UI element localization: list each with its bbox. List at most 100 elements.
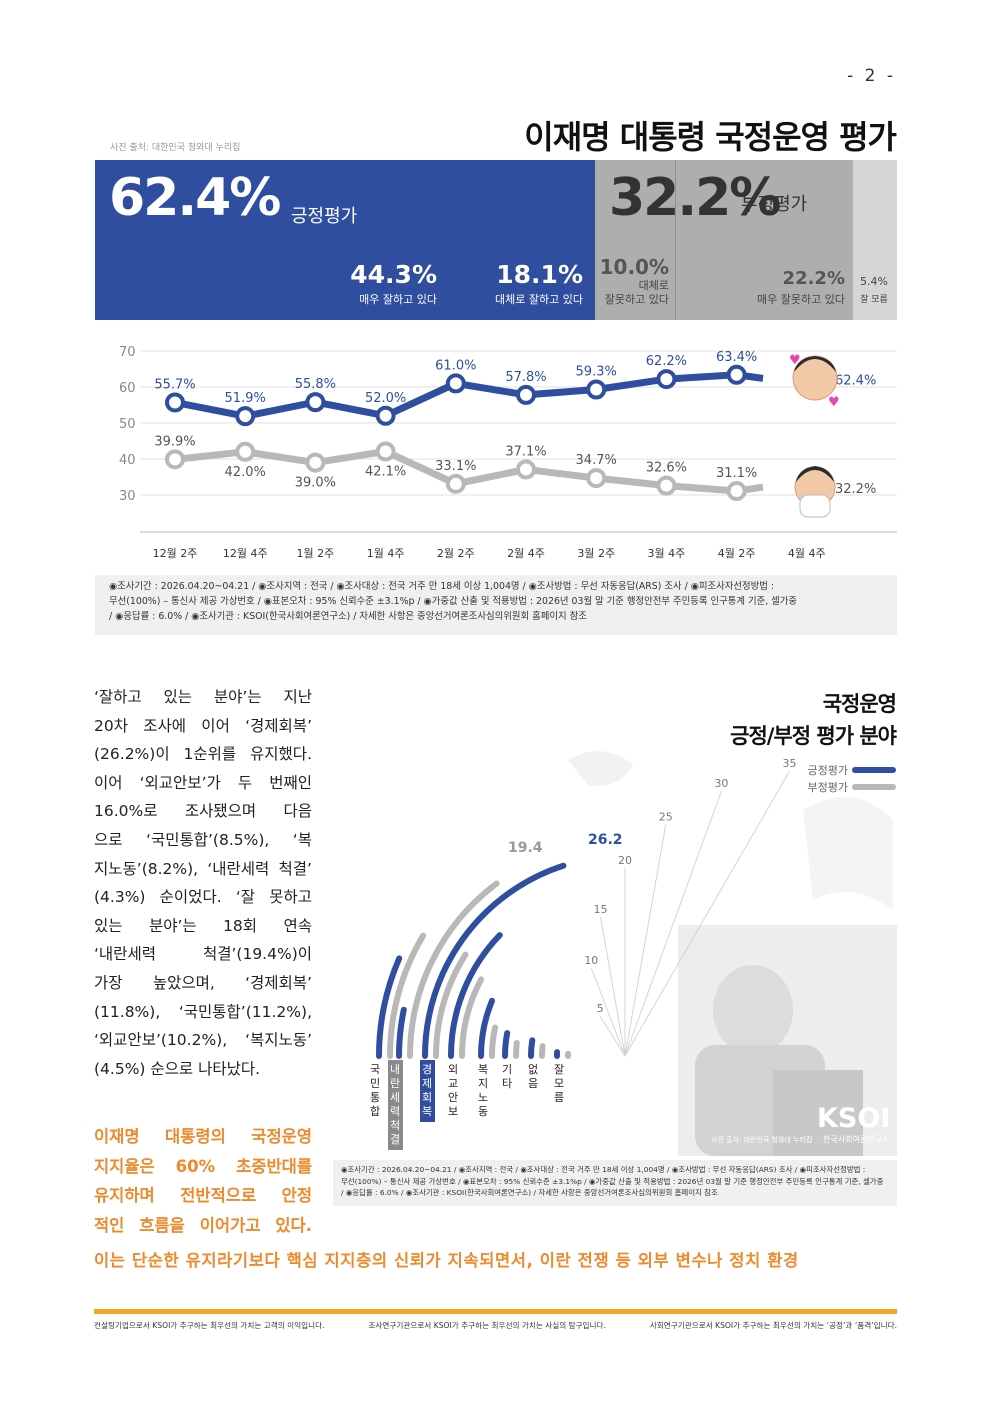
approval-line-chart: 30 40 50 60 70 12월 2주 12월 4주 1월 2주 1월 4주 2월 2주 2월…	[119, 345, 897, 560]
radial-tick-label: 10	[584, 954, 598, 967]
positive-arc	[527, 1037, 536, 1059]
survey-note-line: 무선(100%) – 통신사 제공 가상번호 / ◉표본오차 : 95% 신뢰수…	[341, 1176, 884, 1186]
data-point	[726, 364, 747, 385]
body-line: 으로 ‘국민통합’(8.5%), ‘복	[94, 830, 312, 849]
data-label: 52.0%	[365, 391, 406, 406]
heart-icon: ♥	[828, 395, 840, 410]
positive-value: 62.4%	[109, 168, 281, 228]
survey-note-line: / ◉응답률 : 6.0% / ◉조사기관 : KSOI(한국사회여론연구소) …	[109, 611, 587, 622]
data-label: 34.7%	[576, 453, 617, 468]
data-label: 31.1%	[716, 466, 757, 481]
data-point	[586, 468, 607, 489]
body-line: (11.8%), ‘국민통합’(11.2%),	[94, 1002, 312, 1021]
data-label: 32.6%	[646, 461, 687, 476]
y-tick-label: 30	[119, 489, 136, 504]
somewhat-good-label: 대체로 잘하고 있다	[495, 293, 583, 306]
x-tick-label: 3월 4주	[648, 547, 686, 560]
data-label: 32.2%	[835, 482, 876, 497]
data-point	[445, 473, 466, 494]
body-line: ‘잘하고 있는 분야’는 지난	[94, 688, 312, 706]
highlight-line: 유지하며 전반적으로 안정	[94, 1186, 312, 1205]
data-point	[165, 449, 185, 470]
x-tick-label: 3월 2주	[577, 547, 615, 560]
positive-max-label: 26.2	[588, 832, 623, 848]
ksoi-watermark: KSOI	[817, 1103, 890, 1134]
radial-tick-label: 5	[597, 1002, 604, 1015]
very-good-label: 매우 잘하고 있다	[359, 293, 437, 306]
footer-divider	[94, 1309, 897, 1314]
data-point	[516, 384, 536, 405]
radial-tick-label: 15	[594, 903, 608, 916]
data-label: 61.0%	[435, 358, 476, 373]
body-line: 지노동’(8.2%), ‘내란세력 척결’	[94, 859, 312, 878]
y-tick-label: 70	[119, 345, 136, 360]
negative-value: 32.2%	[609, 168, 781, 228]
section-title-line: 국정운영	[822, 692, 897, 716]
footer-text: 조사연구기관으로서 KSOI가 추구하는 최우선의 가치는 사실의 탐구입니다.	[368, 1321, 606, 1330]
data-point	[516, 459, 536, 480]
x-tick-label: 2월 2주	[437, 547, 475, 560]
very-bad-value: 22.2%	[782, 268, 845, 289]
positive-arc	[422, 862, 567, 1059]
very-bad-label: 매우 잘못하고 있다	[757, 293, 845, 306]
positive-arc	[478, 997, 495, 1059]
unknown-label: 잘 모름	[860, 295, 888, 305]
radial-gridline	[624, 770, 790, 1057]
data-label: 51.9%	[225, 391, 266, 406]
body-line: 16.0%로 조사됐으며 다음	[94, 802, 312, 821]
survey-note-line: 무선(100%) – 통신사 제공 가상번호 / ◉표본오차 : 95% 신뢰수…	[109, 596, 798, 607]
body-line: ‘외교안보’(10.2%), ‘복지노동’	[94, 1031, 312, 1050]
y-tick-label: 60	[119, 381, 136, 396]
chart-legend: 긍정평가 부정평가	[808, 764, 896, 794]
category-highlight	[420, 1060, 435, 1122]
photo-credit-overlay: 사진 출처: 대한민국 청와대 누리집	[711, 1135, 812, 1144]
x-tick-label: 12월 2주	[153, 547, 198, 560]
series-line	[174, 371, 764, 420]
y-tick-label: 40	[119, 453, 136, 468]
body-line: 있는 분야’는 18회 연속	[94, 916, 312, 935]
radial-tick-label: 35	[783, 757, 797, 770]
survey-note: ◉조사기간 : 2026.04.20~04.21 / ◉조사지역 : 전국 / …	[95, 575, 897, 635]
negative-arc	[459, 976, 485, 1059]
body-line: (26.2%)이 1순위를 유지했다.	[94, 745, 312, 764]
data-label: 63.4%	[716, 350, 757, 365]
body-line: (4.3%) 순이었다. ‘잘 못하고	[94, 888, 312, 907]
body-paragraph: ‘잘하고 있는 분야’는 지난 20차 조사에 이어 ‘경제회복’ (26.2%)이…	[94, 683, 312, 1083]
body-line: (4.5%) 순으로 나타났다.	[94, 1059, 261, 1078]
body-line: 가장 높았으며, ‘경제회복’	[94, 973, 312, 992]
data-point	[656, 369, 677, 390]
data-point	[375, 441, 396, 462]
radial-gridline	[624, 790, 722, 1057]
positive-arc	[376, 955, 403, 1059]
somewhat-bad-value: 10.0%	[599, 255, 669, 279]
radial-gridline	[590, 968, 626, 1057]
negative-max-label: 19.4	[508, 840, 543, 856]
highlight-line: 이는 단순한 유지라기보다 핵심 지지층의 신뢰가 지속되면서, 이란 전쟁 등…	[94, 1251, 799, 1270]
footer-text: 사회연구기관으로서 KSOI가 추구하는 최우선의 가치는 ‘공정’과 ‘품격’…	[649, 1321, 897, 1330]
x-tick-label: 4월 4주	[788, 547, 826, 560]
positive-arc	[396, 1006, 407, 1059]
legend-positive-label: 긍정평가	[808, 764, 848, 777]
data-point	[235, 441, 256, 462]
footer-text: 컨설팅기업으로서 KSOI가 추구하는 최우선의 가치는 고객의 이익입니다.	[94, 1321, 325, 1330]
legend-negative-label: 부정평가	[808, 781, 848, 794]
data-label: 39.9%	[154, 434, 195, 449]
data-label: 62.2%	[646, 354, 687, 369]
negative-arc	[489, 1024, 499, 1059]
heart-icon: ♥	[789, 353, 801, 368]
field-arc-chart: 5 10 15 20 25 30 35 26.2 19.4 국 민 통 합 내 란 세 력 척 결 경 제 회 복 외 교 안…	[370, 751, 897, 1156]
negative-arc	[513, 1040, 520, 1059]
data-label: 42.0%	[225, 465, 266, 480]
segment-divider	[675, 160, 676, 320]
data-point	[305, 452, 326, 473]
x-tick-label: 4월 2주	[718, 547, 756, 560]
category-highlight	[388, 1060, 403, 1150]
data-label: 37.1%	[505, 444, 546, 459]
radial-gridline	[600, 917, 626, 1057]
evaluation-bar: 62.4% 긍정평가 44.3% 매우 잘하고 있다 18.1% 대체로 잘하고…	[95, 160, 897, 320]
